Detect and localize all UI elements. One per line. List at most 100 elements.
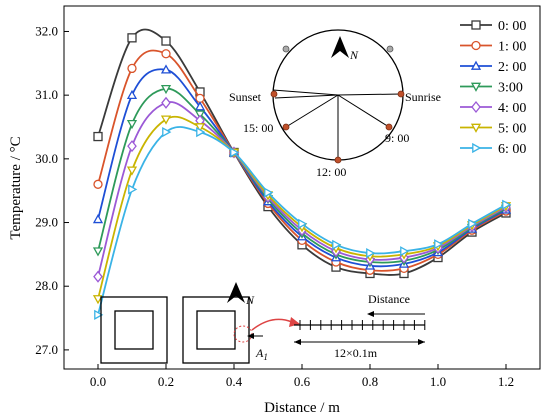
legend-label: 0: 00 bbox=[498, 19, 526, 34]
legend-item: 3:00 bbox=[460, 81, 523, 96]
legend-marker bbox=[471, 40, 481, 51]
x-tick-label: 0.0 bbox=[90, 374, 106, 389]
legend: 0: 00 1: 00 2: 00 3:00 4: 00 5: 00 6: 00 bbox=[460, 19, 526, 157]
data-point bbox=[92, 214, 104, 224]
compass-12-label: 12: 00 bbox=[316, 165, 346, 179]
series-6 bbox=[94, 126, 512, 320]
span-label: 12×0.1m bbox=[334, 346, 378, 360]
span-arrowhead-left-icon bbox=[294, 339, 301, 345]
span-arrowhead-right-icon bbox=[418, 339, 425, 345]
legend-marker bbox=[470, 60, 482, 70]
x-tick-label: 0.2 bbox=[158, 374, 174, 389]
data-point bbox=[230, 147, 240, 158]
data-point bbox=[128, 184, 138, 195]
x-axis-title: Distance / m bbox=[264, 400, 340, 416]
data-point bbox=[126, 119, 138, 130]
y-tick-label: 31.0 bbox=[35, 87, 58, 102]
data-point bbox=[92, 247, 104, 257]
north-arrow-small-icon bbox=[227, 282, 245, 303]
marker-12 bbox=[334, 156, 342, 164]
legend-label: 2: 00 bbox=[498, 60, 526, 75]
data-point bbox=[400, 246, 410, 257]
legend-label: 5: 00 bbox=[498, 122, 526, 137]
legend-item: 1: 00 bbox=[460, 40, 526, 55]
data-point bbox=[298, 218, 308, 229]
series-4 bbox=[93, 96, 511, 283]
data-point bbox=[434, 239, 444, 250]
marker-15 bbox=[282, 123, 290, 131]
y-tick-label: 27.0 bbox=[35, 342, 58, 357]
data-point bbox=[264, 187, 274, 198]
data-point bbox=[161, 36, 171, 46]
legend-item: 2: 00 bbox=[460, 60, 526, 75]
point-a1-label: A1 bbox=[255, 346, 268, 362]
compass-15-label: 15: 00 bbox=[243, 121, 273, 135]
data-point bbox=[366, 247, 376, 259]
legend-item: 4: 00 bbox=[460, 100, 526, 116]
data-point bbox=[92, 295, 104, 305]
layout-north-label: N bbox=[245, 293, 255, 307]
legend-marker bbox=[470, 123, 482, 133]
data-point bbox=[126, 166, 138, 176]
data-point bbox=[160, 64, 172, 74]
axis-ticks: 0.0 0.2 0.4 0.6 0.8 1.0 1.2 27.0 28.0 29.0 30.0 31.… bbox=[35, 23, 514, 389]
data-point bbox=[196, 126, 206, 138]
layout-inset: N A1 Distance 12×0.1m bbox=[100, 282, 426, 364]
compass-north-label: N bbox=[349, 48, 359, 62]
legend-marker bbox=[471, 100, 481, 114]
legend-marker bbox=[472, 142, 482, 154]
plot-frame bbox=[63, 5, 541, 370]
legend-item: 6: 00 bbox=[460, 142, 526, 157]
data-point bbox=[127, 33, 137, 43]
y-tick-label: 28.0 bbox=[35, 278, 58, 293]
data-point bbox=[161, 96, 171, 109]
data-point bbox=[162, 126, 172, 138]
callout-arrow bbox=[251, 318, 293, 331]
legend-label: 1: 00 bbox=[498, 40, 526, 55]
x-tick-label: 0.4 bbox=[226, 374, 243, 389]
data-point bbox=[93, 270, 103, 283]
y-axis-title: Temperature / °C bbox=[8, 136, 24, 239]
legend-label: 4: 00 bbox=[498, 101, 526, 116]
data-point bbox=[195, 93, 205, 103]
x-tick-label: 0.6 bbox=[294, 374, 311, 389]
data-point bbox=[194, 123, 206, 133]
legend-marker bbox=[470, 82, 482, 92]
pointer-arrowhead-icon bbox=[247, 333, 254, 339]
distance-arrowhead-icon bbox=[367, 311, 374, 317]
legend-label: 3:00 bbox=[498, 81, 523, 96]
y-tick-label: 32.0 bbox=[35, 23, 58, 38]
room-left-inner bbox=[114, 310, 154, 350]
data-point bbox=[127, 140, 137, 153]
marker-nw bbox=[282, 45, 290, 53]
room-right-inner bbox=[196, 310, 236, 350]
y-tick-label: 30.0 bbox=[35, 151, 58, 166]
series-line bbox=[97, 115, 507, 300]
distance-label: Distance bbox=[368, 292, 410, 306]
compass-sunset-label: Sunset bbox=[229, 90, 262, 104]
legend-item: 5: 00 bbox=[460, 122, 526, 137]
data-point bbox=[468, 218, 478, 229]
legend-marker bbox=[471, 20, 481, 30]
data-point bbox=[94, 309, 104, 320]
series-5 bbox=[92, 115, 512, 305]
room-right-outer bbox=[182, 296, 250, 364]
room-left-outer bbox=[100, 296, 168, 364]
series-layer bbox=[92, 28, 512, 320]
data-point bbox=[502, 199, 512, 210]
legend-item: 0: 00 bbox=[460, 19, 526, 34]
data-point bbox=[93, 131, 103, 142]
data-point bbox=[126, 89, 138, 100]
data-point bbox=[160, 84, 172, 95]
y-tick-label: 29.0 bbox=[35, 215, 58, 230]
data-point bbox=[93, 179, 103, 189]
x-tick-label: 1.2 bbox=[498, 374, 514, 389]
ruler-ticks bbox=[299, 320, 426, 330]
data-point bbox=[127, 63, 137, 74]
data-point bbox=[194, 101, 206, 111]
north-arrow-icon bbox=[331, 36, 349, 58]
marker-sunset bbox=[270, 90, 278, 98]
marker-9 bbox=[385, 123, 393, 131]
legend-label: 6: 00 bbox=[498, 142, 526, 157]
